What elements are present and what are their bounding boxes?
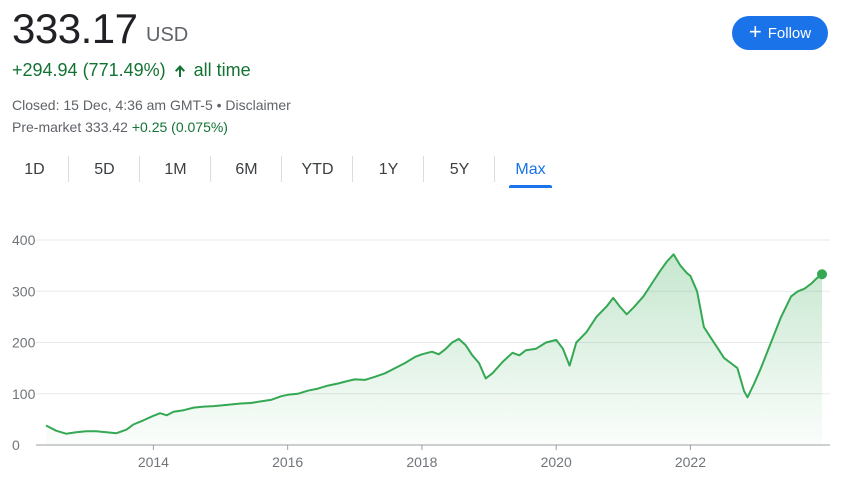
change-period: all time bbox=[193, 60, 251, 80]
follow-label: Follow bbox=[767, 24, 812, 42]
change-value: +294.94 (771.49%) bbox=[12, 60, 166, 80]
y-tick-label: 100 bbox=[12, 386, 36, 402]
premarket-price: Pre-market 333.42 bbox=[12, 119, 128, 135]
tab-1m[interactable]: 1M bbox=[140, 152, 211, 188]
arrow-up-icon bbox=[172, 63, 188, 79]
x-tick-label: 2020 bbox=[541, 454, 572, 470]
x-tick-label: 2016 bbox=[272, 454, 303, 470]
tab-6m[interactable]: 6M bbox=[211, 152, 282, 188]
currency-label: USD bbox=[146, 24, 189, 46]
closed-info: Closed: 15 Dec, 4:36 am GMT-5 • Disclaim… bbox=[12, 97, 291, 113]
price-chart[interactable]: 0 100 200 300 400 2014 2016 2018 2020 2022 bbox=[0, 225, 850, 478]
tab-ytd[interactable]: YTD bbox=[282, 152, 353, 188]
tab-5y[interactable]: 5Y bbox=[424, 152, 495, 188]
y-tick-label: 200 bbox=[12, 335, 36, 351]
follow-button[interactable]: + Follow bbox=[732, 16, 828, 50]
y-tick-label: 300 bbox=[12, 283, 36, 299]
premarket-change: +0.25 (0.075%) bbox=[131, 119, 228, 135]
active-tab-indicator bbox=[509, 185, 552, 188]
price-change: +294.94 (771.49%) all time bbox=[12, 60, 251, 81]
range-tabs: 1D 5D 1M 6M YTD 1Y 5Y Max bbox=[0, 152, 552, 188]
tab-5d[interactable]: 5D bbox=[69, 152, 140, 188]
price-line bbox=[45, 253, 823, 435]
plus-icon: + bbox=[748, 19, 762, 44]
x-tick-label: 2022 bbox=[675, 454, 706, 470]
x-tick-label: 2018 bbox=[406, 454, 437, 470]
price-area bbox=[46, 254, 822, 445]
tab-1y[interactable]: 1Y bbox=[353, 152, 424, 188]
y-tick-label: 400 bbox=[12, 232, 36, 248]
x-tick-label: 2014 bbox=[138, 454, 169, 470]
tab-1d[interactable]: 1D bbox=[0, 152, 69, 188]
current-price-dot bbox=[817, 269, 827, 280]
y-tick-label: 0 bbox=[12, 437, 20, 453]
stock-price: 333.17 bbox=[12, 5, 138, 52]
tab-max[interactable]: Max bbox=[509, 152, 552, 188]
premarket-info: Pre-market 333.42 +0.25 (0.075%) bbox=[12, 119, 228, 135]
